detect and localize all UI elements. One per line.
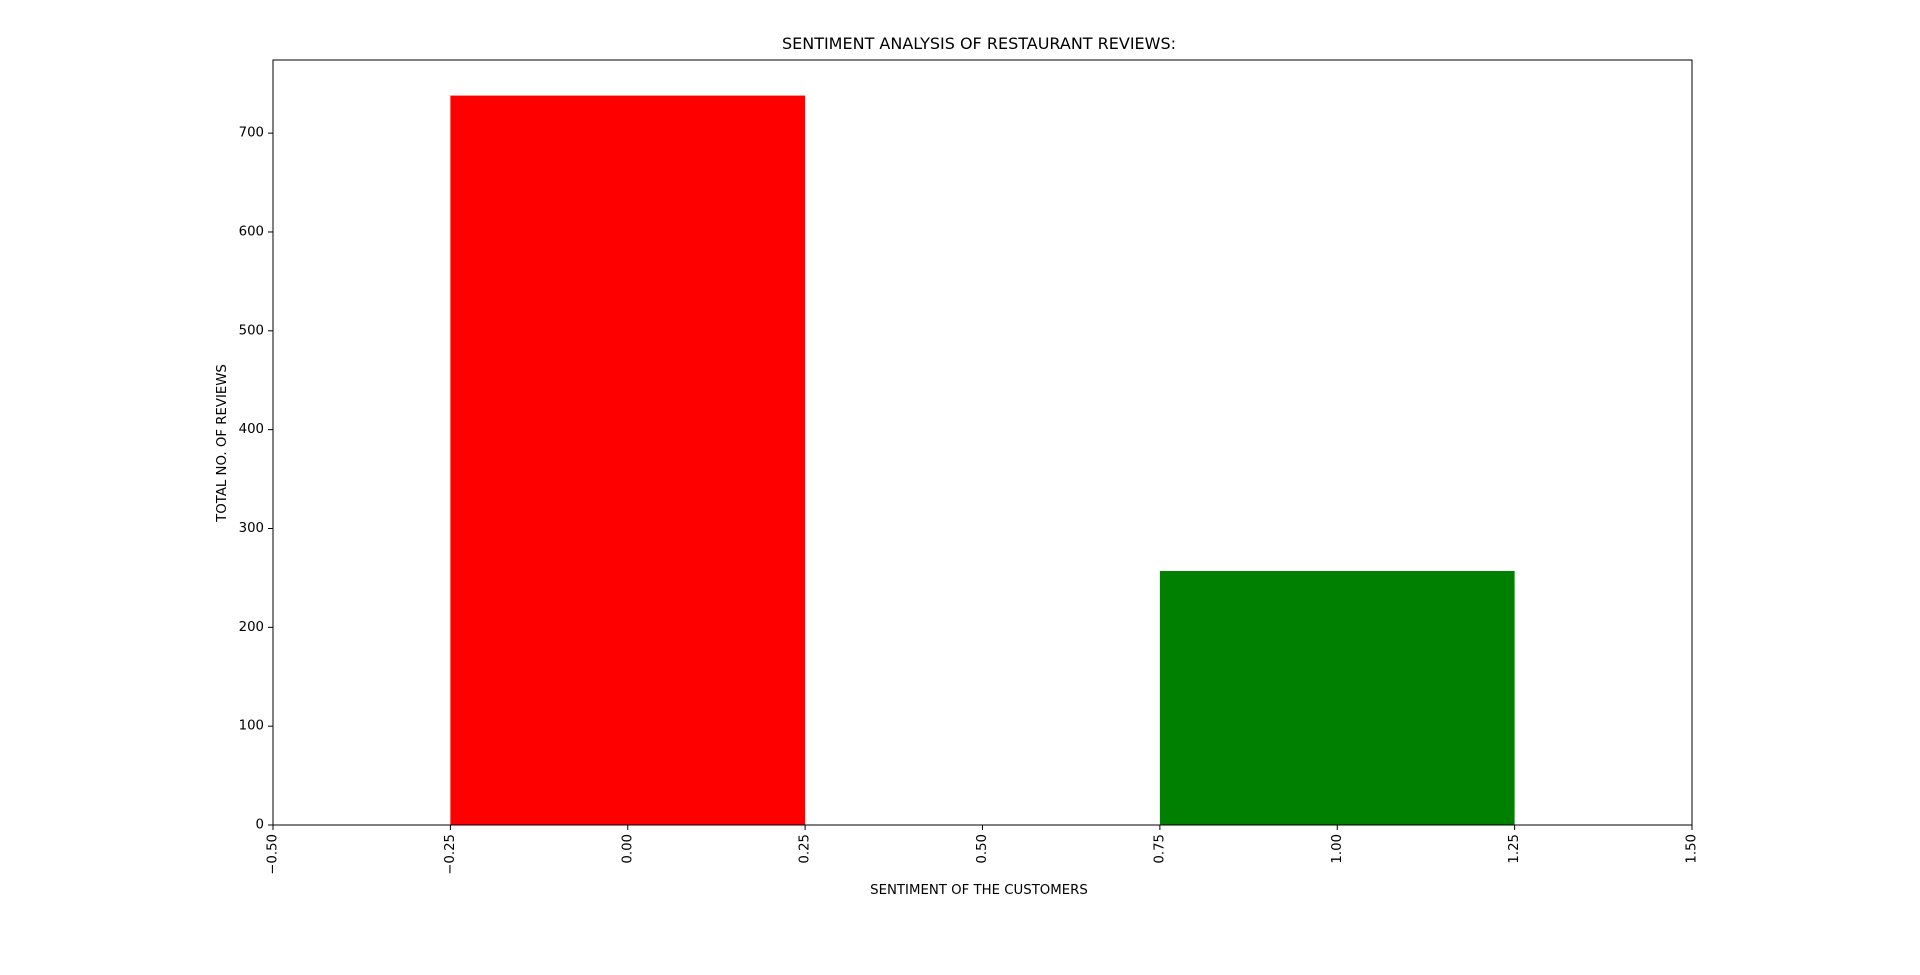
chart-title: SENTIMENT ANALYSIS OF RESTAURANT REVIEWS…	[782, 34, 1176, 53]
y-tick-label: 0	[256, 818, 264, 833]
y-tick-label: 400	[239, 422, 264, 437]
y-axis-label: TOTAL NO. OF REVIEWS	[215, 364, 230, 523]
x-axis-ticks: −0.50 −0.25 0.00 0.25 0.50 0.75 1.00 1.25 1.50	[266, 825, 1700, 875]
y-tick-label: 500	[239, 323, 264, 338]
x-tick-label: 0.50	[975, 834, 990, 864]
x-tick-label: 0.25	[798, 834, 813, 864]
x-axis-label: SENTIMENT OF THE CUSTOMERS	[870, 883, 1088, 898]
y-axis-ticks: 0 100 200 300 400 500 600 700	[239, 126, 273, 833]
y-tick-label: 200	[239, 620, 264, 635]
bar-0	[450, 95, 806, 825]
y-tick-label: 300	[239, 521, 264, 536]
y-tick-label: 100	[239, 719, 264, 734]
y-tick-label: 700	[239, 126, 264, 141]
x-tick-label: 1.25	[1507, 834, 1522, 864]
x-tick-label: 1.00	[1330, 834, 1345, 864]
x-tick-label: 1.50	[1685, 834, 1700, 864]
bar-1	[1159, 570, 1515, 825]
x-tick-label: 0.75	[1152, 834, 1167, 864]
x-tick-label: −0.50	[266, 834, 281, 875]
bars-group	[450, 95, 1515, 825]
x-tick-label: 0.00	[620, 834, 635, 864]
y-tick-label: 600	[239, 224, 264, 239]
x-tick-label: −0.25	[443, 834, 458, 875]
